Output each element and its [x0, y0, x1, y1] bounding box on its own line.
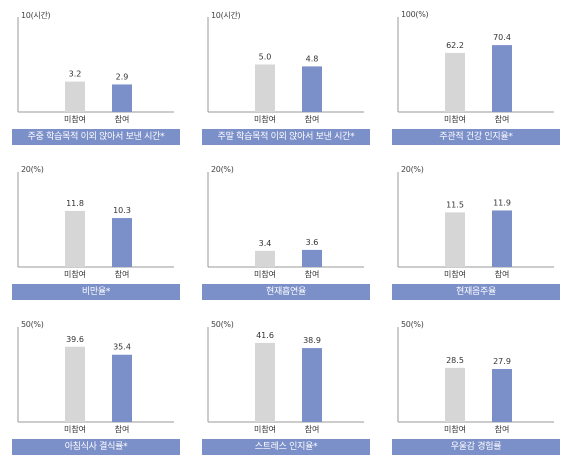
y-axis-max-label: 100(%) — [401, 10, 429, 19]
y-axis-max-label: 50(%) — [211, 320, 234, 329]
chart-title: 비만율* — [12, 284, 180, 300]
bar-nonparticipant — [65, 346, 85, 422]
bar-nonparticipant — [445, 367, 465, 422]
bar-nonparticipant — [445, 52, 465, 112]
bar-nonparticipant — [65, 210, 85, 267]
bar-chart: 11.8 미참여 10.3 참여 — [17, 172, 174, 279]
bar-nonparticipant — [255, 250, 275, 267]
bar-participant — [492, 45, 512, 113]
value-label: 62.2 — [446, 41, 464, 50]
value-label: 11.5 — [446, 200, 464, 209]
bar-chart: 62.2 미참여 70.4 참여 — [397, 17, 554, 124]
category-label: 미참여 — [444, 424, 466, 434]
bar-participant — [302, 249, 322, 267]
value-label: 10.3 — [113, 206, 131, 215]
category-label: 참여 — [115, 424, 130, 434]
chart-title: 스트레스 인지율* — [202, 439, 370, 455]
bar-nonparticipant — [255, 64, 275, 112]
value-label: 70.4 — [493, 33, 511, 42]
bar-nonparticipant — [255, 342, 275, 422]
bar-participant — [112, 218, 132, 267]
category-label: 참여 — [495, 269, 510, 279]
value-label: 2.9 — [116, 72, 129, 81]
category-label: 미참여 — [254, 114, 276, 124]
value-label: 3.6 — [306, 238, 319, 247]
value-label: 3.2 — [69, 70, 82, 79]
chart-title: 주중 학습목적 이외 앉아서 보낸 시간* — [12, 129, 180, 145]
category-label: 참여 — [495, 114, 510, 124]
category-label: 참여 — [115, 114, 130, 124]
category-label: 미참여 — [444, 114, 466, 124]
bar-participant — [112, 84, 132, 112]
chart-title: 주말 학습목적 이외 앉아서 보낸 시간* — [202, 129, 370, 145]
category-label: 참여 — [305, 424, 320, 434]
y-axis-max-label: 50(%) — [21, 320, 44, 329]
category-label: 미참여 — [64, 424, 86, 434]
bar-nonparticipant — [445, 212, 465, 267]
category-label: 미참여 — [444, 269, 466, 279]
bar-chart: 39.6 미참여 35.4 참여 — [17, 327, 174, 434]
bar-chart: 28.5 미참여 27.9 참여 — [397, 327, 554, 434]
value-label: 41.6 — [256, 331, 274, 340]
bar-participant — [112, 354, 132, 422]
bar-participant — [492, 368, 512, 422]
bar-participant — [302, 348, 322, 422]
value-label: 4.8 — [306, 54, 319, 63]
value-label: 38.9 — [303, 336, 321, 345]
value-label: 3.4 — [259, 239, 272, 248]
category-label: 참여 — [115, 269, 130, 279]
category-label: 미참여 — [64, 269, 86, 279]
value-label: 39.6 — [66, 335, 84, 344]
value-label: 11.8 — [66, 199, 84, 208]
bar-chart: 3.4 미참여 3.6 참여 — [207, 172, 364, 279]
chart-title: 우울감 경험률 — [392, 439, 560, 455]
bar-nonparticipant — [65, 81, 85, 112]
y-axis-max-label: 10(시간) — [211, 11, 241, 20]
category-label: 참여 — [305, 114, 320, 124]
bar-chart: 5.0 미참여 4.8 참여 — [207, 17, 364, 124]
category-label: 미참여 — [254, 424, 276, 434]
value-label: 5.0 — [259, 53, 272, 62]
value-label: 28.5 — [446, 356, 464, 365]
bar-participant — [492, 210, 512, 267]
value-label: 35.4 — [113, 343, 131, 352]
y-axis-max-label: 20(%) — [21, 165, 44, 174]
bar-chart: 41.6 미참여 38.9 참여 — [207, 327, 364, 434]
chart-title: 현재흡연율 — [202, 284, 370, 300]
chart-title: 주관적 건강 인지율* — [392, 129, 560, 145]
category-label: 미참여 — [254, 269, 276, 279]
category-label: 참여 — [305, 269, 320, 279]
y-axis-max-label: 20(%) — [211, 165, 234, 174]
chart-title: 현재음주율 — [392, 284, 560, 300]
bar-chart: 3.2 미참여 2.9 참여 — [17, 17, 174, 124]
y-axis-max-label: 10(시간) — [21, 11, 51, 20]
y-axis-max-label: 50(%) — [401, 320, 424, 329]
y-axis-max-label: 20(%) — [401, 165, 424, 174]
bar-participant — [302, 66, 322, 112]
value-label: 27.9 — [493, 357, 511, 366]
bar-chart: 11.5 미참여 11.9 참여 — [397, 172, 554, 279]
chart-title: 아침식사 결식률* — [12, 439, 180, 455]
category-label: 미참여 — [64, 114, 86, 124]
value-label: 11.9 — [493, 198, 511, 207]
category-label: 참여 — [495, 424, 510, 434]
